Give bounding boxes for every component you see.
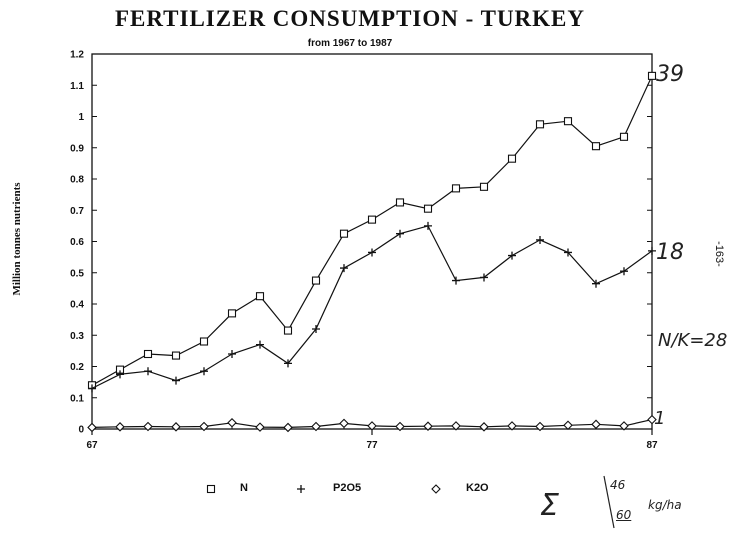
point-p2o5 bbox=[256, 340, 264, 349]
plot-frame bbox=[91, 53, 653, 430]
point-p2o5 bbox=[116, 370, 124, 379]
point-k2o bbox=[619, 421, 629, 431]
point-p2o5 bbox=[508, 251, 516, 260]
x-tick-label: 67 bbox=[86, 440, 98, 451]
y-tick-label: 0.3 bbox=[70, 331, 84, 342]
point-p2o5 bbox=[592, 279, 600, 288]
y-tick-label: 0.9 bbox=[70, 143, 84, 154]
point-p2o5 bbox=[340, 264, 348, 273]
point-n bbox=[255, 292, 265, 301]
y-tick-label: 1 bbox=[78, 112, 84, 123]
legend-marker-k2o bbox=[431, 484, 441, 494]
legend-marker-n bbox=[206, 484, 216, 494]
point-k2o bbox=[115, 422, 125, 432]
y-tick-label: 0.2 bbox=[70, 362, 84, 373]
point-k2o bbox=[535, 421, 545, 432]
point-k2o bbox=[171, 422, 181, 432]
point-k2o bbox=[311, 421, 321, 432]
point-n bbox=[143, 349, 153, 359]
point-p2o5 bbox=[480, 273, 488, 282]
point-k2o bbox=[395, 421, 405, 432]
annotation-k-end: 1 bbox=[654, 408, 666, 429]
point-p2o5 bbox=[452, 276, 460, 285]
point-n bbox=[563, 117, 573, 126]
x-tick-label: 87 bbox=[646, 440, 658, 451]
annotation-frac-top: 46 bbox=[610, 478, 626, 492]
point-k2o bbox=[591, 419, 601, 430]
point-k2o bbox=[647, 414, 657, 425]
point-p2o5 bbox=[368, 248, 376, 257]
annotation-sum: Σ bbox=[540, 488, 559, 523]
legend: N P2O5 K2O bbox=[0, 482, 743, 502]
point-n bbox=[619, 132, 629, 141]
point-k2o bbox=[367, 421, 377, 431]
y-tick-label: 0.8 bbox=[70, 175, 84, 186]
annotation-fraction-slash bbox=[603, 475, 615, 529]
legend-marker-p2o5 bbox=[297, 485, 305, 493]
point-p2o5 bbox=[620, 267, 628, 276]
point-n bbox=[311, 276, 321, 285]
point-k2o bbox=[339, 418, 349, 429]
point-p2o5 bbox=[284, 359, 292, 368]
point-n bbox=[339, 229, 349, 238]
point-n bbox=[647, 71, 657, 80]
y-tick-label: 1.1 bbox=[70, 81, 84, 92]
point-p2o5 bbox=[396, 229, 404, 238]
chart-title: FERTILIZER CONSUMPTION - TURKEY bbox=[114, 6, 586, 31]
y-tick-label: 0.6 bbox=[70, 237, 84, 248]
point-k2o bbox=[283, 422, 293, 433]
point-n bbox=[395, 198, 405, 207]
legend-item-n: N bbox=[240, 482, 248, 494]
point-p2o5 bbox=[564, 248, 572, 257]
point-p2o5 bbox=[200, 367, 208, 376]
point-n bbox=[171, 351, 181, 360]
point-n bbox=[227, 309, 237, 318]
point-k2o bbox=[199, 421, 209, 432]
point-n bbox=[507, 154, 517, 163]
point-p2o5 bbox=[312, 325, 320, 333]
point-p2o5 bbox=[88, 384, 96, 393]
point-n bbox=[535, 120, 545, 129]
point-n bbox=[591, 142, 601, 151]
point-p2o5 bbox=[536, 235, 544, 244]
y-tick-label: 0 bbox=[78, 425, 84, 436]
point-n bbox=[283, 326, 293, 335]
point-k2o bbox=[87, 422, 97, 433]
point-k2o bbox=[507, 421, 517, 431]
point-k2o bbox=[423, 421, 433, 431]
annotation-n-end: 39 bbox=[656, 62, 684, 87]
point-n bbox=[423, 204, 433, 213]
point-k2o bbox=[227, 417, 237, 428]
x-tick-label: 77 bbox=[366, 440, 378, 451]
annotation-frac-bottom: 60 bbox=[616, 508, 632, 522]
point-p2o5 bbox=[172, 376, 180, 385]
point-n bbox=[451, 184, 461, 193]
annotation-ratio: N/K=28 bbox=[658, 330, 728, 351]
point-p2o5 bbox=[228, 350, 236, 358]
y-tick-label: 0.5 bbox=[70, 268, 84, 279]
point-k2o bbox=[479, 422, 489, 432]
point-n bbox=[479, 182, 489, 191]
point-p2o5 bbox=[424, 221, 432, 230]
chart-subtitle: from 1967 to 1987 bbox=[307, 38, 393, 49]
y-tick-label: 0.4 bbox=[70, 300, 84, 311]
annotation-unit: kg/ha bbox=[648, 498, 682, 512]
y-tick-label: 0.1 bbox=[70, 393, 84, 404]
point-k2o bbox=[451, 421, 461, 431]
point-p2o5 bbox=[648, 246, 656, 255]
legend-item-p2o5: P2O5 bbox=[333, 482, 362, 494]
point-k2o bbox=[563, 420, 573, 431]
y-tick-label: 0.7 bbox=[70, 206, 84, 217]
point-n bbox=[199, 337, 209, 346]
point-p2o5 bbox=[144, 367, 152, 376]
annotation-p-end: 18 bbox=[656, 240, 684, 265]
point-k2o bbox=[255, 422, 265, 432]
legend-item-k2o: K2O bbox=[466, 482, 489, 494]
point-n bbox=[367, 215, 377, 224]
y-tick-label: 1.2 bbox=[70, 50, 84, 61]
point-k2o bbox=[143, 421, 153, 432]
